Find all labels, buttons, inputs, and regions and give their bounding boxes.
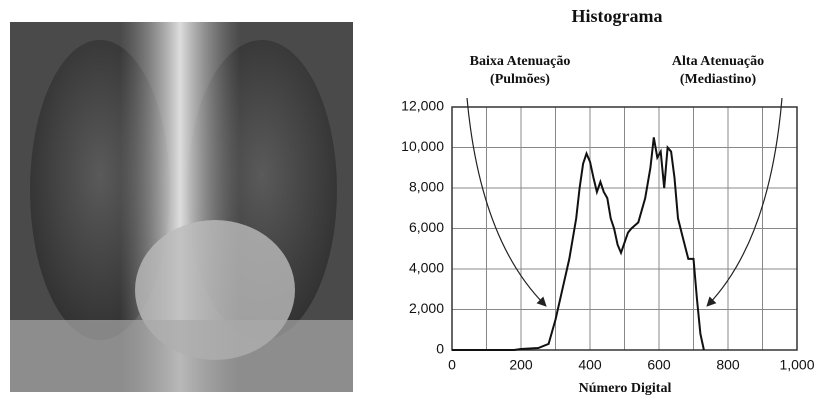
histogram-line bbox=[452, 137, 705, 351]
y-tick-label: 8,000 bbox=[409, 179, 444, 195]
x-axis-label: Número Digital bbox=[579, 381, 672, 396]
y-tick-label: 4,000 bbox=[409, 260, 444, 276]
y-tick-label: 2,000 bbox=[409, 300, 444, 316]
annotation-arrow bbox=[706, 97, 783, 307]
x-ray-image bbox=[10, 22, 353, 392]
x-tick-label: 1,000 bbox=[779, 357, 814, 373]
x-tick-label: 400 bbox=[578, 357, 602, 373]
x-tick-label: 600 bbox=[647, 357, 671, 373]
plot-frame bbox=[451, 106, 798, 351]
x-tick-label: 0 bbox=[448, 357, 456, 373]
annotation: (Mediastino) bbox=[680, 72, 757, 87]
annotation: Baixa Atenuação bbox=[470, 54, 571, 69]
annotation-arrow bbox=[466, 97, 547, 307]
y-tick-label: 0 bbox=[436, 341, 444, 357]
y-tick-label: 10,000 bbox=[401, 138, 444, 154]
y-tick-label: 6,000 bbox=[409, 219, 444, 235]
annotation: Alta Atenuação bbox=[672, 54, 764, 69]
chart-title: Histograma bbox=[572, 6, 663, 26]
y-tick-label: 12,000 bbox=[401, 98, 444, 114]
x-tick-label: 200 bbox=[509, 357, 533, 373]
annotation: (Pulmões) bbox=[490, 72, 550, 87]
x-tick-label: 800 bbox=[716, 357, 740, 373]
